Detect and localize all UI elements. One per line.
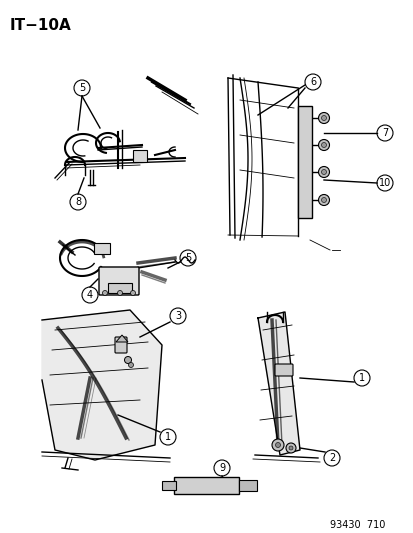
Text: 2: 2 [328, 453, 334, 463]
Circle shape [318, 166, 329, 177]
Text: 8: 8 [75, 197, 81, 207]
Circle shape [102, 290, 107, 295]
Text: 5: 5 [79, 83, 85, 93]
FancyBboxPatch shape [133, 150, 147, 162]
Text: 3: 3 [175, 311, 180, 321]
Circle shape [318, 195, 329, 206]
Text: 1: 1 [164, 432, 171, 442]
Bar [297, 106, 311, 218]
Circle shape [318, 112, 329, 124]
Text: 93430  710: 93430 710 [329, 520, 385, 530]
Circle shape [288, 446, 292, 450]
FancyBboxPatch shape [108, 283, 132, 293]
Circle shape [130, 290, 135, 295]
Bar [238, 480, 256, 491]
Text: 10: 10 [378, 178, 390, 188]
Bar [161, 481, 176, 490]
Polygon shape [116, 335, 128, 342]
Text: 4: 4 [87, 290, 93, 300]
Polygon shape [257, 312, 299, 455]
Circle shape [321, 169, 326, 174]
Circle shape [321, 198, 326, 203]
Circle shape [285, 443, 295, 453]
FancyBboxPatch shape [94, 243, 110, 254]
Circle shape [271, 439, 283, 451]
Circle shape [124, 357, 131, 364]
Polygon shape [42, 310, 161, 460]
Text: 1: 1 [358, 373, 364, 383]
Bar [173, 477, 238, 494]
Text: 7: 7 [381, 128, 387, 138]
FancyBboxPatch shape [115, 337, 127, 353]
Text: 6: 6 [309, 77, 315, 87]
FancyBboxPatch shape [99, 267, 139, 295]
Circle shape [321, 116, 326, 120]
Circle shape [321, 142, 326, 148]
Text: IT−10A: IT−10A [10, 18, 71, 33]
Circle shape [275, 442, 280, 448]
Circle shape [318, 140, 329, 150]
Circle shape [128, 362, 133, 367]
Text: 9: 9 [218, 463, 225, 473]
FancyBboxPatch shape [274, 364, 292, 376]
Circle shape [117, 290, 122, 295]
Text: 5: 5 [185, 253, 191, 263]
